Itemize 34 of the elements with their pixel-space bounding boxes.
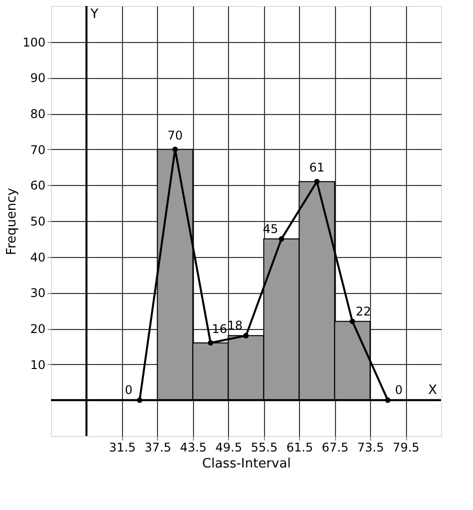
x-tick-label: 73.5	[357, 440, 384, 454]
data-label: 0	[124, 383, 132, 398]
point	[350, 318, 356, 324]
y-tick-label: 90	[30, 71, 46, 86]
x-tick-label: 49.5	[215, 440, 242, 454]
annotation: X	[428, 383, 438, 398]
point	[278, 236, 284, 242]
x-tick-label: 79.5	[392, 440, 420, 454]
x-tick-label: 37.5	[144, 440, 172, 454]
y-tick-label: 70	[30, 142, 46, 157]
x-tick-label: 67.5	[322, 440, 348, 454]
y-tick-label: 20	[30, 322, 46, 336]
data-label: 61	[309, 160, 325, 175]
x-axis-title: Class-Interval	[202, 456, 291, 472]
y-tick-label: 30	[30, 286, 46, 300]
x-tick-label: 43.5	[180, 440, 207, 454]
y-tick-label: 40	[30, 250, 46, 264]
x-tick-label: 31.5	[109, 440, 136, 454]
data-label: 0	[395, 383, 403, 398]
point	[208, 340, 214, 346]
y-tick-label: 10	[30, 358, 46, 372]
x-tick-label: 61.5	[286, 440, 314, 454]
data-label: 22	[356, 304, 372, 318]
y-tick-label: 60	[30, 178, 46, 193]
x-tick-label: 55.5	[250, 440, 278, 454]
point	[172, 146, 178, 152]
annotation: Y	[89, 7, 98, 22]
data-label: 70	[167, 128, 183, 142]
y-tick-label: 50	[30, 214, 46, 228]
y-tick-label: 80	[30, 107, 46, 121]
point	[243, 332, 249, 338]
point	[314, 178, 320, 184]
y-axis-title: Frequency	[4, 188, 20, 256]
y-tick-label: 100	[22, 35, 46, 50]
